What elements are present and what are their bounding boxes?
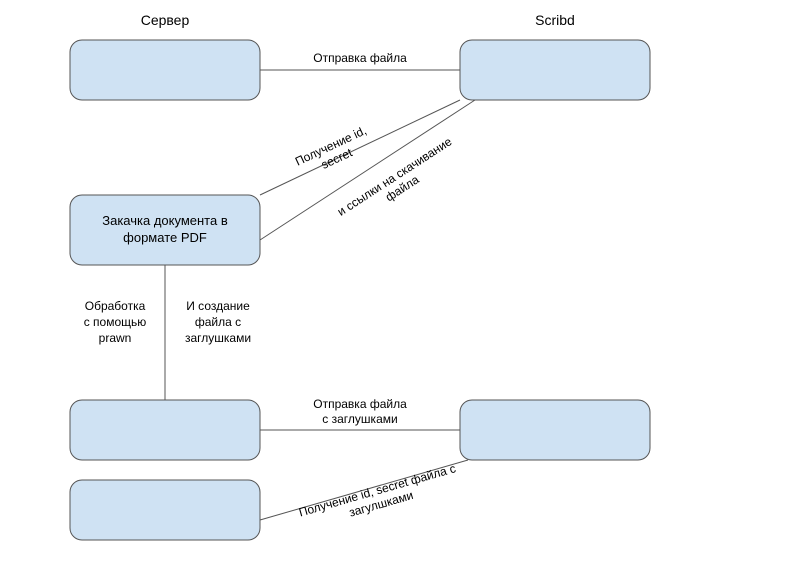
- edge-e4-l1: Обработка: [85, 299, 146, 313]
- edge-e5-l1: И создание: [186, 299, 250, 313]
- edge-download-link: [260, 100, 475, 240]
- edge-e6-l2: с заглушками: [322, 412, 397, 426]
- edge-receive-id-secret-label: Получение id, secret: [293, 123, 375, 181]
- node-server-2-label-l2: формате PDF: [123, 230, 207, 245]
- edge-receive-id-stub-label: Получение id, secret файла с загулшками: [297, 461, 461, 533]
- header-server: Сервер: [141, 12, 190, 28]
- edge-download-link-label: и ссылки на скачивание файла: [335, 134, 462, 230]
- header-scribd: Scribd: [535, 12, 575, 28]
- node-scribd-2: [460, 400, 650, 460]
- node-server-2-label-l1: Закачка документа в: [102, 213, 228, 228]
- node-scribd-1: [460, 40, 650, 100]
- edge-e5-l2: файла с: [195, 315, 241, 329]
- node-server-1: [70, 40, 260, 100]
- edge-e6-l1: Отправка файла: [313, 397, 407, 411]
- edge-e5-l3: заглушками: [185, 331, 251, 345]
- edge-send-file-1-label: Отправка файла: [313, 51, 407, 65]
- edge-e4-l2: с помощью: [84, 315, 147, 329]
- edge-e3-l1: и ссылки на скачивание: [335, 134, 455, 219]
- node-server-4: [70, 480, 260, 540]
- edge-e4-l3: prawn: [99, 331, 132, 345]
- node-server-3: [70, 400, 260, 460]
